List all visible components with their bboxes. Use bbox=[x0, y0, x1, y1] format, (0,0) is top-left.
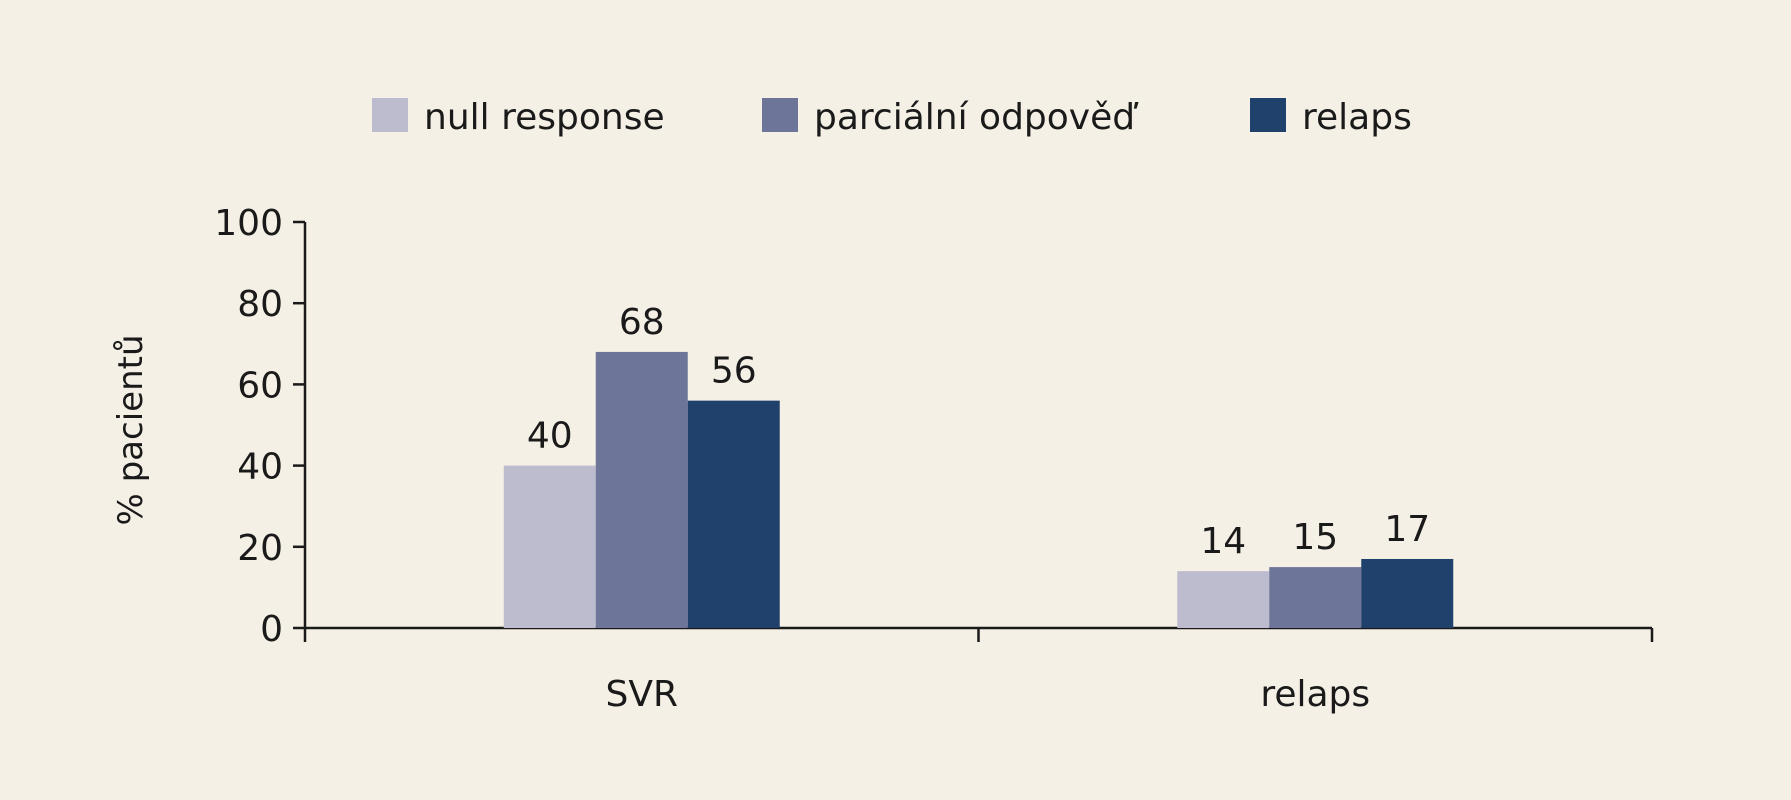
data-labels: 40 68 56 14 15 17 bbox=[527, 302, 1430, 562]
y-tick-label: 60 bbox=[237, 365, 283, 406]
bar bbox=[595, 351, 688, 628]
bar bbox=[1269, 567, 1362, 628]
y-tick-label: 20 bbox=[237, 528, 283, 569]
bar bbox=[687, 400, 780, 628]
y-axis: 0 20 40 60 80 100 bbox=[214, 203, 307, 650]
legend-label: relaps bbox=[1302, 97, 1412, 138]
legend: null response parciální odpověď relaps bbox=[372, 97, 1412, 138]
bar bbox=[1177, 571, 1270, 628]
x-category-label: relaps bbox=[1260, 674, 1370, 715]
y-tick-label: 0 bbox=[260, 609, 283, 650]
legend-label: null response bbox=[424, 97, 665, 138]
legend-swatch bbox=[372, 98, 408, 132]
data-label: 40 bbox=[527, 416, 573, 457]
legend-label: parciální odpověď bbox=[814, 97, 1139, 138]
legend-swatch bbox=[1250, 98, 1286, 132]
data-label: 68 bbox=[619, 302, 665, 343]
y-axis-title: % pacientů bbox=[111, 334, 151, 525]
bars bbox=[503, 351, 1454, 628]
y-tick-label: 80 bbox=[237, 284, 283, 325]
data-label: 56 bbox=[711, 351, 757, 392]
data-label: 14 bbox=[1200, 521, 1246, 562]
data-label: 15 bbox=[1292, 517, 1338, 558]
bar bbox=[1361, 558, 1454, 628]
y-tick-label: 100 bbox=[214, 203, 283, 244]
data-label: 17 bbox=[1384, 509, 1430, 550]
bar bbox=[503, 465, 596, 628]
x-axis: SVR relaps bbox=[303, 626, 1654, 715]
x-category-label: SVR bbox=[606, 674, 679, 715]
y-tick-label: 40 bbox=[237, 447, 283, 488]
legend-swatch bbox=[762, 98, 798, 132]
